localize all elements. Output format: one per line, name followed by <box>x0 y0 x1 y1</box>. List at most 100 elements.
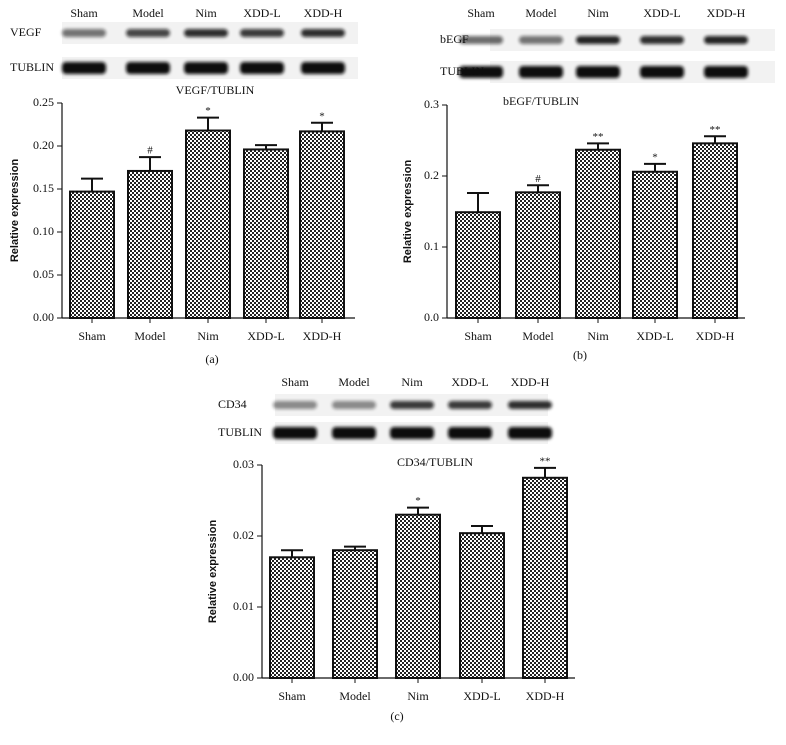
blot-lane-label: Nim <box>401 375 423 389</box>
significance-mark: * <box>415 495 421 507</box>
bar <box>455 211 501 320</box>
blot-lane-label: XDD-H <box>511 375 550 389</box>
bar <box>575 148 621 319</box>
chart-title: VEGF/TUBLIN <box>176 83 255 97</box>
chart-title: bEGF/TUBLIN <box>503 94 579 108</box>
error-bar <box>704 135 726 144</box>
blot-band <box>704 66 748 78</box>
error-bar <box>407 506 429 515</box>
y-tick-label: 0.05 <box>33 267 54 281</box>
blot-row-label: VEGF <box>10 25 42 39</box>
blot-band <box>448 427 492 439</box>
error-bar <box>281 549 303 558</box>
blot-lane-label: Model <box>338 375 370 389</box>
x-tick-label: Model <box>134 329 166 343</box>
blot-lane-label: Sham <box>70 6 98 20</box>
x-tick-label: XDD-L <box>463 689 500 703</box>
blot-band <box>508 401 552 409</box>
blot-lane-label: XDD-H <box>304 6 343 20</box>
error-bar <box>139 156 161 171</box>
bar <box>269 556 315 679</box>
x-tick-label: XDD-H <box>696 329 735 343</box>
blot-band <box>576 36 620 44</box>
error-bar <box>311 121 333 132</box>
blot-band <box>332 401 376 409</box>
blot-band <box>459 66 503 78</box>
blot-band <box>519 66 563 78</box>
bar <box>459 532 505 679</box>
x-tick-label: XDD-L <box>636 329 673 343</box>
blot-lane-label: XDD-L <box>451 375 488 389</box>
blot-band <box>576 66 620 78</box>
significance-mark: ** <box>540 455 551 467</box>
x-tick-label: XDD-H <box>303 329 342 343</box>
blot-band <box>519 36 563 44</box>
bar <box>127 169 173 319</box>
y-tick-label: 0.03 <box>233 457 254 471</box>
blot-row-label: TUBLIN <box>218 425 262 439</box>
chart-title: CD34/TUBLIN <box>397 455 473 469</box>
blot-lane-label: XDD-H <box>707 6 746 20</box>
y-tick-label: 0.2 <box>424 168 439 182</box>
y-tick-label: 0.10 <box>33 224 54 238</box>
blot-band <box>332 427 376 439</box>
y-tick-label: 0.20 <box>33 138 54 152</box>
blot-band <box>273 427 317 439</box>
blot-band <box>62 29 106 37</box>
blot-band <box>448 401 492 409</box>
y-tick-label: 0.1 <box>424 239 439 253</box>
significance-mark: * <box>205 105 211 117</box>
y-tick-label: 0.00 <box>33 310 54 324</box>
y-axis-label: Relative expression <box>207 520 219 624</box>
y-axis-label: Relative expression <box>402 160 414 264</box>
error-bar <box>197 116 219 131</box>
blot-band <box>240 62 284 74</box>
error-bar <box>587 142 609 150</box>
error-bar <box>534 466 556 478</box>
blot-lane-label: XDD-L <box>243 6 280 20</box>
blot-band <box>273 401 317 409</box>
blot-band <box>704 36 748 44</box>
blot-lane-label: Nim <box>587 6 609 20</box>
x-tick-label: Nim <box>587 329 609 343</box>
x-tick-label: Sham <box>278 689 306 703</box>
blot-lane-label: Sham <box>467 6 495 20</box>
blot-band <box>640 66 684 78</box>
blot-band <box>240 29 284 37</box>
significance-mark: # <box>147 145 153 157</box>
y-tick-label: 0.02 <box>233 528 254 542</box>
blot-lane-label: Sham <box>281 375 309 389</box>
bar <box>185 129 231 319</box>
bar <box>522 476 568 679</box>
blot-band <box>459 36 503 44</box>
y-tick-label: 0.15 <box>33 181 54 195</box>
y-axis-label: Relative expression <box>9 159 21 263</box>
y-tick-label: 0.01 <box>233 599 254 613</box>
error-bar <box>255 144 277 150</box>
y-tick-label: 0.3 <box>424 97 439 111</box>
blot-background <box>490 61 775 83</box>
blot-band <box>390 427 434 439</box>
significance-mark: ** <box>710 124 721 136</box>
blot-lane-label: Model <box>525 6 557 20</box>
blot-band <box>62 62 106 74</box>
x-tick-label: Model <box>339 689 371 703</box>
x-tick-label: XDD-L <box>247 329 284 343</box>
error-bar <box>344 545 366 551</box>
blot-band <box>301 29 345 37</box>
blot-band <box>390 401 434 409</box>
blot-band <box>508 427 552 439</box>
blot-lane-label: Model <box>132 6 164 20</box>
blot-band <box>640 36 684 44</box>
bar <box>299 130 345 319</box>
blot-background <box>490 29 775 51</box>
bar <box>243 148 289 319</box>
significance-mark: * <box>319 110 325 122</box>
error-bar <box>471 525 493 534</box>
bar <box>632 170 678 319</box>
y-tick-label: 0.25 <box>33 95 54 109</box>
bar <box>515 191 561 319</box>
panel-label: (a) <box>205 352 218 366</box>
x-tick-label: XDD-H <box>526 689 565 703</box>
